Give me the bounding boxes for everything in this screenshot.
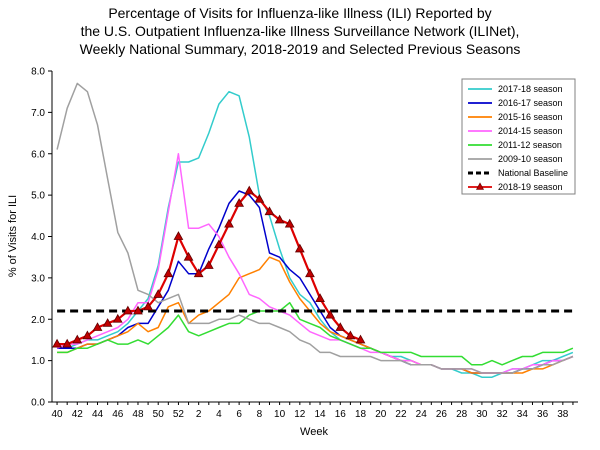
- data-point-2018-19-season: [274, 214, 285, 224]
- x-tick-label: 16: [335, 409, 347, 420]
- series-line-2011-12-season: [57, 301, 574, 366]
- data-point-2018-19-season: [264, 206, 275, 216]
- x-tick-label: 2: [196, 409, 202, 420]
- data-point-2018-19-season: [52, 338, 62, 348]
- data-point-2018-19-season: [254, 193, 265, 203]
- data-point-2018-19-season: [133, 305, 143, 315]
- x-tick-label: 42: [72, 409, 84, 420]
- x-tick-label: 26: [436, 409, 448, 420]
- legend-label-2015-16-season: 2015-16 season: [498, 112, 563, 122]
- x-tick-label: 50: [153, 409, 165, 420]
- data-point-2018-19-season: [214, 239, 224, 249]
- x-tick-label: 34: [517, 409, 529, 420]
- data-point-2018-19-season: [92, 322, 103, 331]
- x-axis-title: Week: [300, 426, 328, 438]
- y-tick-label: 7.0: [31, 108, 45, 119]
- x-tick-label: 44: [92, 409, 104, 420]
- y-tick-label: 6.0: [31, 149, 45, 160]
- y-tick-label: 0.0: [31, 398, 45, 409]
- data-point-2018-19-season: [325, 309, 336, 319]
- x-tick-label: 8: [257, 409, 263, 420]
- x-axis-ticks: 40 42 44 46 48 50 52 2 4 6 8 10 12 14 16 18 20 22 24 26 28 30…: [51, 402, 574, 420]
- legend-items: 2017-18 season 2016-17 season 2015-16 seas…: [468, 84, 568, 192]
- data-point-2018-19-season: [153, 289, 164, 298]
- data-point-2018-19-season: [244, 185, 255, 195]
- legend-marker-2018-19-season: [475, 182, 485, 190]
- series-line-2017-18-season: [57, 90, 574, 378]
- x-tick-label: 18: [355, 409, 367, 420]
- y-tick-label: 5.0: [31, 191, 45, 202]
- legend-box: [461, 78, 576, 195]
- series-markers: [52, 185, 366, 348]
- data-point-2018-19-season: [335, 322, 346, 331]
- data-point-2018-19-season: [355, 334, 366, 344]
- x-tick-label: 46: [112, 409, 124, 420]
- data-point-2018-19-season: [72, 334, 83, 344]
- x-tick-label: 6: [236, 409, 242, 420]
- y-tick-label: 2.0: [31, 315, 45, 326]
- x-tick-label: 12: [294, 409, 306, 420]
- y-axis-title: % of Visits for ILI: [7, 195, 19, 277]
- data-point-2018-19-season: [183, 251, 194, 261]
- data-point-2018-19-season: [163, 268, 174, 278]
- x-tick-label: 36: [537, 409, 549, 420]
- data-point-2018-19-season: [102, 318, 113, 327]
- chart-title-line-3: Weekly National Summary, 2018-2019 and S…: [80, 41, 521, 57]
- data-point-2018-19-season: [62, 338, 73, 348]
- y-tick-label: 3.0: [31, 273, 45, 284]
- x-tick-label: 22: [395, 409, 407, 420]
- series-line-2016-17-season: [57, 190, 574, 374]
- data-point-2018-19-season: [345, 330, 356, 340]
- x-tick-label: 40: [51, 409, 63, 420]
- data-point-2018-19-season: [173, 231, 184, 240]
- data-point-2018-19-season: [203, 260, 214, 269]
- x-tick-label: 24: [416, 409, 428, 420]
- data-point-2018-19-season: [193, 268, 204, 278]
- x-tick-label: 10: [274, 409, 286, 420]
- x-tick-label: 4: [216, 409, 222, 420]
- legend: 2017-18 season 2016-17 season 2015-16 seas…: [461, 78, 576, 195]
- data-point-2018-19-season: [143, 301, 153, 311]
- x-tick-label: 32: [497, 409, 509, 420]
- x-tick-label: 38: [557, 409, 569, 420]
- legend-label-2016-17-season: 2016-17 season: [498, 98, 563, 108]
- legend-label-2017-18-season: 2017-18 season: [498, 84, 563, 94]
- legend-label-2011-12-season: 2011-12 season: [498, 140, 562, 150]
- x-tick-label: 52: [173, 409, 185, 420]
- x-tick-label: 48: [132, 409, 144, 420]
- data-point-2018-19-season: [234, 198, 245, 207]
- data-point-2018-19-season: [122, 305, 133, 315]
- x-tick-label: 14: [314, 409, 326, 420]
- legend-label-national-baseline: National Baseline: [498, 168, 568, 178]
- data-point-2018-19-season: [224, 218, 234, 228]
- y-tick-label: 8.0: [31, 67, 45, 78]
- data-point-2018-19-season: [315, 293, 325, 302]
- x-tick-label: 20: [375, 409, 387, 420]
- chart-title-line-2: the U.S. Outpatient Influenza-like Illne…: [81, 23, 520, 39]
- data-point-2018-19-season: [305, 268, 315, 278]
- data-point-2018-19-season: [112, 313, 123, 323]
- y-tick-label: 1.0: [31, 356, 45, 367]
- legend-label-2018-19-season: 2018-19 season: [498, 182, 563, 192]
- chart-title: Percentage of Visits for Influenza-like …: [80, 5, 521, 57]
- x-tick-label: 30: [476, 409, 488, 420]
- data-point-2018-19-season: [82, 330, 93, 340]
- legend-label-2014-15-season: 2014-15 season: [498, 126, 563, 136]
- legend-label-2009-10-season: 2009-10 season: [498, 154, 563, 164]
- y-axis-ticks: 0.0 1.0 2.0 3.0 4.0 5.0 6.0 7.0 8.0: [31, 67, 52, 409]
- data-point-2018-19-season: [294, 243, 305, 253]
- x-tick-label: 28: [456, 409, 468, 420]
- data-point-2018-19-season: [284, 218, 295, 228]
- chart-title-line-1: Percentage of Visits for Influenza-like …: [108, 5, 491, 21]
- y-tick-label: 4.0: [31, 232, 45, 243]
- series-line-2009-10-season: [56, 82, 574, 374]
